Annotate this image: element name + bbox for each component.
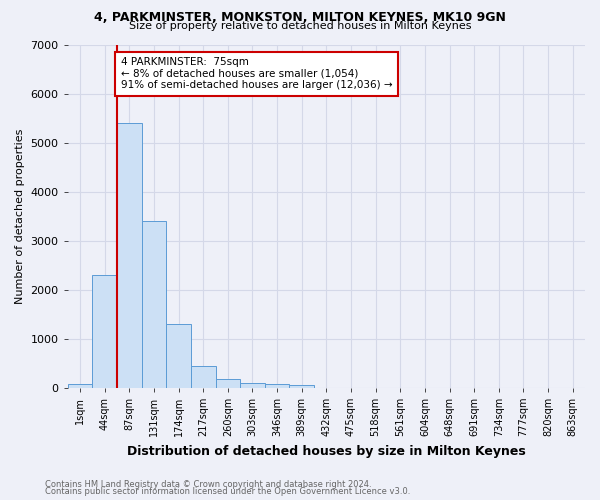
Text: Size of property relative to detached houses in Milton Keynes: Size of property relative to detached ho… <box>129 21 471 31</box>
Text: 4 PARKMINSTER:  75sqm
← 8% of detached houses are smaller (1,054)
91% of semi-de: 4 PARKMINSTER: 75sqm ← 8% of detached ho… <box>121 57 392 90</box>
Y-axis label: Number of detached properties: Number of detached properties <box>15 128 25 304</box>
Bar <box>68 384 92 388</box>
Text: 4, PARKMINSTER, MONKSTON, MILTON KEYNES, MK10 9GN: 4, PARKMINSTER, MONKSTON, MILTON KEYNES,… <box>94 11 506 24</box>
Bar <box>265 384 289 388</box>
Bar <box>117 124 142 388</box>
Bar <box>142 221 166 388</box>
Bar <box>191 366 215 388</box>
Bar <box>240 382 265 388</box>
X-axis label: Distribution of detached houses by size in Milton Keynes: Distribution of detached houses by size … <box>127 444 526 458</box>
Bar <box>92 275 117 388</box>
Bar <box>166 324 191 388</box>
Text: Contains public sector information licensed under the Open Government Licence v3: Contains public sector information licen… <box>45 487 410 496</box>
Bar <box>215 379 240 388</box>
Text: Contains HM Land Registry data © Crown copyright and database right 2024.: Contains HM Land Registry data © Crown c… <box>45 480 371 489</box>
Bar <box>289 385 314 388</box>
